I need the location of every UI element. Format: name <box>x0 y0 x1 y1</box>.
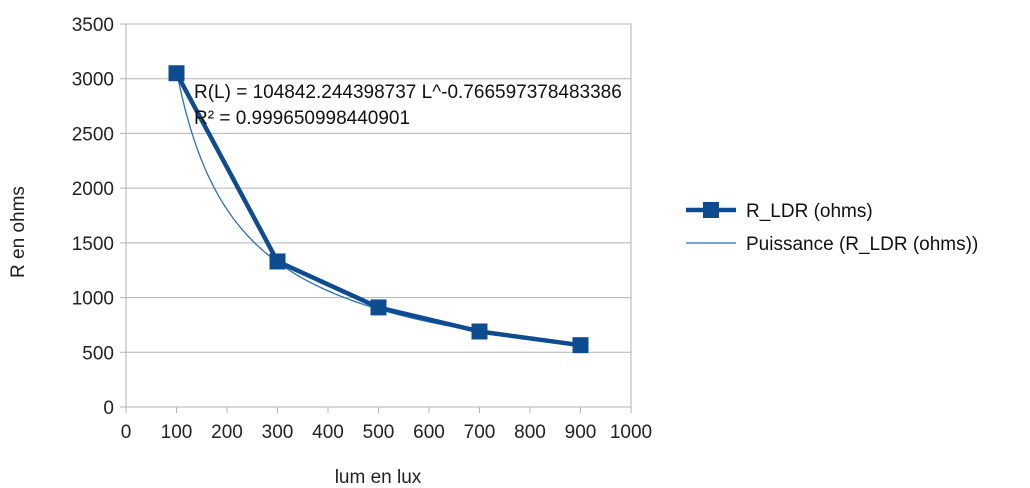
y-tick-label: 2500 <box>72 124 114 145</box>
y-tick-label: 3000 <box>72 70 114 91</box>
x-tick-label: 700 <box>464 422 496 443</box>
x-tick-label: 800 <box>514 422 546 443</box>
legend-series-marker <box>703 202 719 218</box>
legend-trendline-label: Puissance (R_LDR (ohms)) <box>746 234 978 255</box>
x-tick-label: 900 <box>565 422 597 443</box>
legend: R_LDR (ohms) Puissance (R_LDR (ohms)) <box>686 201 978 255</box>
y-tick-label: 1500 <box>72 234 114 255</box>
data-point-marker <box>471 323 488 340</box>
y-axis-label: R en ohms <box>8 186 29 278</box>
y-tick-label: 1000 <box>72 289 114 310</box>
y-tick-label: 3500 <box>72 15 114 36</box>
data-point-marker <box>168 65 185 82</box>
series-markers <box>168 65 589 354</box>
equation-annotation: R(L) = 104842.244398737 L^-0.76659737848… <box>194 82 622 103</box>
x-tick-label: 200 <box>211 422 243 443</box>
legend-series-label: R_LDR (ohms) <box>746 201 873 222</box>
x-tick-label: 300 <box>262 422 294 443</box>
y-tick-label: 2000 <box>72 179 114 200</box>
x-tick-label: 0 <box>121 422 132 443</box>
x-tick-label: 500 <box>363 422 395 443</box>
data-point-marker <box>269 253 286 270</box>
axes <box>120 23 632 413</box>
y-tick-label: 0 <box>103 398 114 419</box>
x-axis-label: lum en lux <box>335 467 422 488</box>
y-tick-label: 500 <box>82 343 114 364</box>
x-tick-label: 400 <box>312 422 344 443</box>
x-tick-label: 1000 <box>610 422 652 443</box>
x-tick-label: 600 <box>413 422 445 443</box>
x-tick-label: 100 <box>161 422 193 443</box>
data-point-marker <box>572 337 589 354</box>
r-squared-annotation: R² = 0.999650998440901 <box>194 108 410 129</box>
y-tick-labels: 0 500 1000 1500 2000 2500 3000 3500 <box>72 15 114 419</box>
x-tick-labels: 0 100 200 300 400 500 600 700 800 900 1000 <box>121 422 652 443</box>
data-point-marker <box>370 299 387 316</box>
